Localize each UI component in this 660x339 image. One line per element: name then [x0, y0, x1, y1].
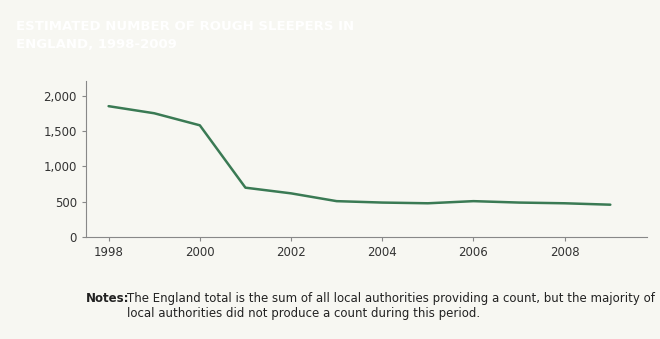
- Text: The England total is the sum of all local authorities providing a count, but the: The England total is the sum of all loca…: [127, 292, 655, 320]
- Text: Notes:: Notes:: [86, 292, 129, 304]
- Text: ESTIMATED NUMBER OF ROUGH SLEEPERS IN
ENGLAND, 1998-2009: ESTIMATED NUMBER OF ROUGH SLEEPERS IN EN…: [16, 20, 354, 51]
